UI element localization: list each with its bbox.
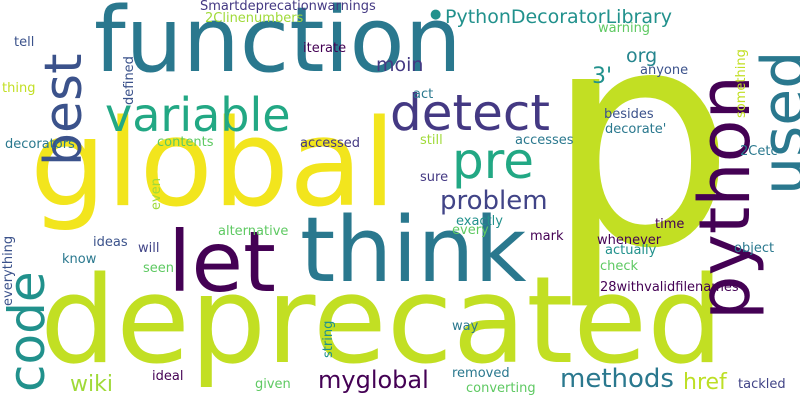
word-anyone: anyone <box>640 63 689 78</box>
word-org: org <box>626 45 658 67</box>
word-ideas: ideas <box>93 235 128 250</box>
word-something: something <box>734 49 749 118</box>
word-tell: tell <box>14 35 35 50</box>
word-28withvalidfilenames: 28withvalidfilenames <box>600 280 739 295</box>
word-removed: removed <box>452 366 510 381</box>
word-every: every <box>452 223 489 238</box>
word-know: know <box>62 252 97 267</box>
word-methods: methods <box>560 364 674 394</box>
word-pre: pre <box>452 132 534 190</box>
word-dot: ● <box>430 7 442 22</box>
word-object: object <box>734 241 775 256</box>
word-iterate: iterate <box>303 41 347 56</box>
word-deprecated: deprecated <box>40 252 724 391</box>
word-alternative: alternative <box>218 224 289 239</box>
word-thing: thing <box>2 81 36 96</box>
word-even: even <box>149 178 164 210</box>
word-check: check <box>600 259 639 274</box>
word-besides: besides <box>604 107 654 122</box>
word-way: way <box>452 319 479 334</box>
word-will: will <box>138 241 160 256</box>
word-act: act <box>413 87 434 102</box>
word-string: string <box>321 320 336 358</box>
word-2cetc: 2Cetc <box>740 144 778 159</box>
word-three-quote: 3' <box>592 64 613 89</box>
word-sure: sure <box>420 170 449 185</box>
word-smartdeprecationwarnings: Smartdeprecationwarnings <box>200 0 376 14</box>
word-variable: variable <box>105 88 291 142</box>
word-used: used <box>749 50 800 195</box>
word-defined: defined <box>122 56 137 105</box>
word-mark: mark <box>530 229 564 244</box>
word-actually: actually <box>605 243 657 258</box>
word-accesses: accesses <box>515 133 574 148</box>
word-function: function <box>94 0 462 93</box>
word-python-decorator-library: PythonDecoratorLibrary <box>445 6 673 28</box>
word-tackled: tackled <box>738 377 786 392</box>
word-contents: contents <box>157 135 214 150</box>
word-2clinenumbers: 2Clinenumbers <box>205 11 304 26</box>
word-decorators: decorators <box>5 137 75 152</box>
word-wiki: wiki <box>70 372 113 397</box>
word-whenever: whenever <box>597 233 662 248</box>
word-seen: seen <box>143 261 175 276</box>
word-problem: problem <box>440 186 548 216</box>
word-time: time <box>655 217 685 232</box>
word-global: global <box>30 95 396 234</box>
word-detect: detect <box>390 84 550 142</box>
word-decorate: decorate' <box>605 122 667 137</box>
word-accessed: accessed <box>300 136 361 151</box>
word-converting: converting <box>466 381 536 396</box>
word-p: p <box>545 0 736 314</box>
word-everything: everything <box>1 235 16 306</box>
word-warning: warning <box>598 21 651 36</box>
word-moin: moin <box>376 54 424 76</box>
word-exactly: exactly <box>456 214 503 229</box>
word-still: still <box>420 133 443 148</box>
word-think: think <box>300 198 527 303</box>
word-myglobal: myglobal <box>318 366 429 394</box>
word-ideal: ideal <box>152 369 184 384</box>
word-let: let <box>168 213 276 311</box>
word-href: href <box>683 370 727 395</box>
word-given: given <box>255 377 291 392</box>
